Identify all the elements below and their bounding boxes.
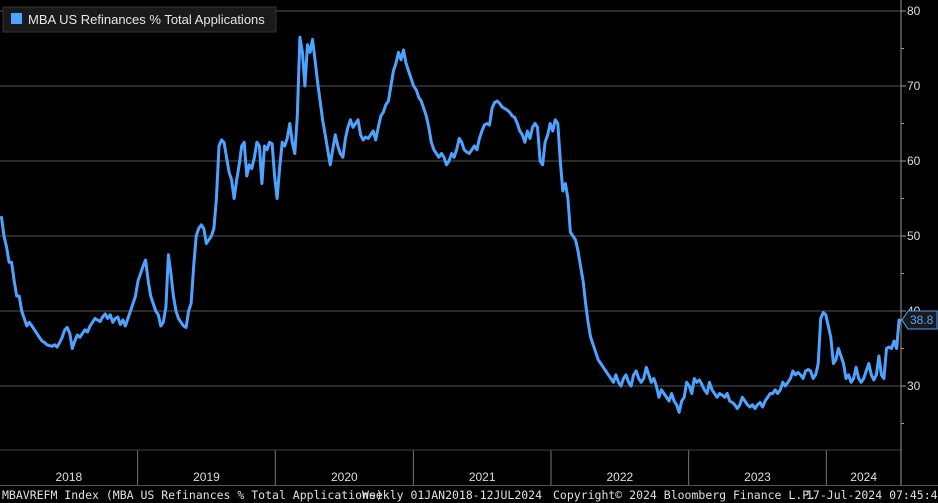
x-tick-label: 2020 <box>331 470 358 484</box>
legend[interactable]: MBA US Refinances % Total Applications <box>2 6 277 33</box>
y-tick-label: 60 <box>907 154 921 168</box>
series-layer <box>0 35 901 414</box>
y-tick-label: 70 <box>907 79 921 93</box>
footer-range: Weekly 01JAN2018-12JUL2024 <box>362 488 543 502</box>
footer-timestamp: 17-Jul-2024 07:45:48 <box>806 488 938 502</box>
x-tick-label: 2019 <box>193 470 220 484</box>
year-dividers <box>0 449 901 485</box>
chart-background <box>0 0 938 485</box>
x-tick-label: 2022 <box>606 470 633 484</box>
legend-box <box>2 6 277 33</box>
footer-bar: MBAVREFM Index (MBA US Refinances % Tota… <box>0 485 938 503</box>
x-tick-label: 2024 <box>850 470 877 484</box>
x-tick-label: 2021 <box>469 470 496 484</box>
last-value-badge: 38.8 <box>901 310 938 330</box>
chart-area: 304050607080 201820192020202120222023202… <box>0 0 938 485</box>
y-tick-label: 80 <box>907 4 921 18</box>
y-tick-label: 50 <box>907 229 921 243</box>
footer-copyright: Copyright© 2024 Bloomberg Finance L.P. <box>553 488 817 502</box>
y-tick-label: 30 <box>907 379 921 393</box>
x-tick-label: 2018 <box>55 470 82 484</box>
x-axis-labels: 2018 2019 2020 2021 2022 2023 2024 <box>55 470 877 484</box>
legend-label: MBA US Refinances % Total Applications <box>28 12 265 27</box>
x-tick-label: 2023 <box>744 470 771 484</box>
last-value-badge-box <box>901 310 938 330</box>
last-value-label: 38.8 <box>910 313 934 327</box>
footer-ticker: MBAVREFM Index (MBA US Refinances % Tota… <box>2 488 383 502</box>
legend-swatch <box>11 13 22 24</box>
series-line <box>0 35 901 414</box>
y-axis-ticks: 304050607080 <box>901 4 921 424</box>
